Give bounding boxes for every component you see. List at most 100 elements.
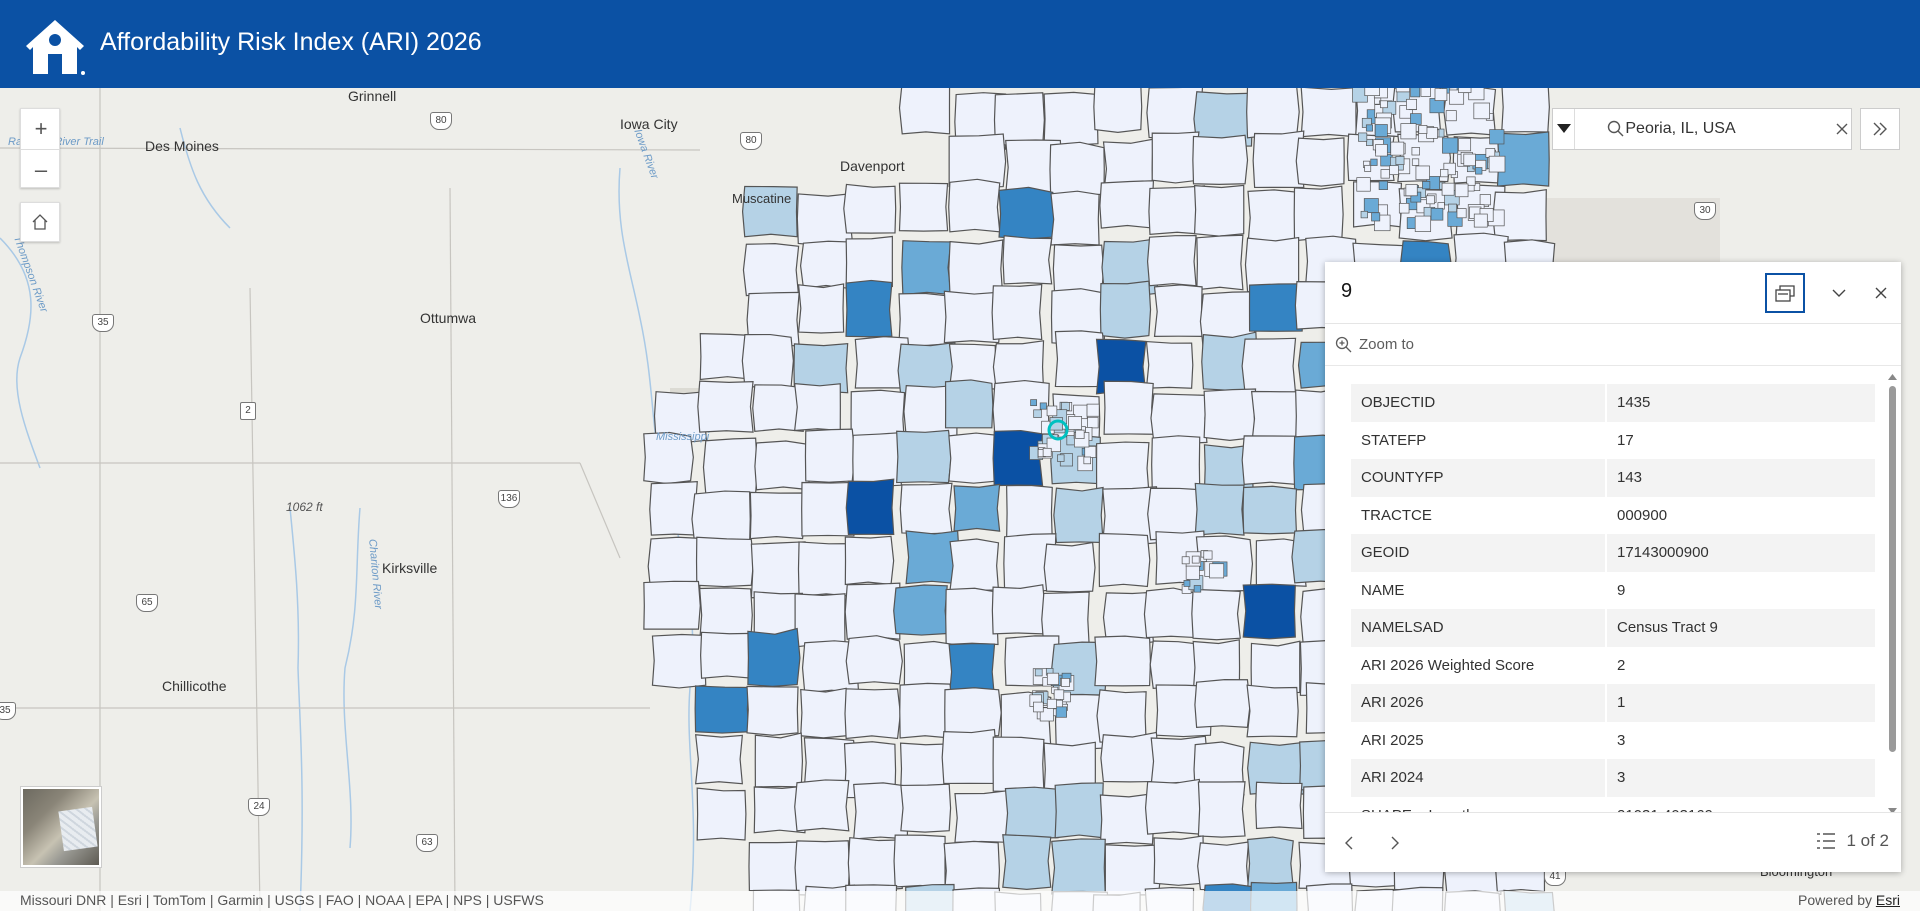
census-tract-polygon[interactable] bbox=[1458, 88, 1472, 93]
census-tract-polygon[interactable] bbox=[1473, 102, 1490, 120]
census-tract-polygon[interactable] bbox=[1196, 234, 1244, 291]
census-tract-polygon[interactable] bbox=[1473, 213, 1488, 228]
census-tract-polygon[interactable] bbox=[1004, 786, 1059, 839]
census-tract-polygon[interactable] bbox=[1454, 183, 1469, 198]
census-tract-polygon[interactable] bbox=[1192, 134, 1249, 185]
scroll-down-arrow-icon[interactable] bbox=[1888, 808, 1897, 812]
census-tract-polygon[interactable] bbox=[1426, 195, 1435, 205]
census-tract-polygon[interactable] bbox=[844, 688, 902, 740]
census-tract-polygon[interactable] bbox=[749, 491, 806, 540]
census-tract-polygon[interactable] bbox=[1241, 435, 1299, 486]
census-tract-polygon[interactable] bbox=[1410, 113, 1422, 125]
census-tract-polygon[interactable] bbox=[694, 685, 750, 734]
census-tract-polygon[interactable] bbox=[1442, 137, 1459, 154]
census-tract-polygon[interactable] bbox=[844, 582, 901, 640]
census-tract-polygon[interactable] bbox=[1501, 88, 1550, 133]
census-tract-polygon[interactable] bbox=[1083, 456, 1092, 465]
census-tract-polygon[interactable] bbox=[1405, 184, 1418, 197]
zoom-out-button[interactable]: – bbox=[21, 149, 61, 189]
census-tract-polygon[interactable] bbox=[694, 734, 744, 785]
census-tract-polygon[interactable] bbox=[1242, 485, 1298, 535]
scroll-up-arrow-icon[interactable] bbox=[1888, 374, 1897, 380]
feature-pager[interactable]: 1 of 2 bbox=[1816, 831, 1889, 851]
census-tract-polygon[interactable] bbox=[754, 732, 804, 788]
census-tract-polygon[interactable] bbox=[1051, 838, 1106, 898]
census-tract-polygon[interactable] bbox=[1191, 555, 1200, 564]
census-tract-polygon[interactable] bbox=[853, 782, 909, 840]
census-tract-polygon[interactable] bbox=[1046, 698, 1057, 709]
census-tract-polygon[interactable] bbox=[1395, 156, 1405, 165]
census-tract-polygon[interactable] bbox=[1084, 446, 1097, 458]
census-tract-polygon[interactable] bbox=[1295, 137, 1345, 187]
census-tract-polygon[interactable] bbox=[1193, 91, 1253, 147]
census-tract-polygon[interactable] bbox=[991, 283, 1043, 341]
census-tract-polygon[interactable] bbox=[1203, 388, 1257, 441]
esri-link[interactable]: Esri bbox=[1875, 892, 1900, 908]
census-tract-polygon[interactable] bbox=[1363, 198, 1379, 214]
census-tract-polygon[interactable] bbox=[700, 631, 753, 679]
census-tract-polygon[interactable] bbox=[1046, 672, 1060, 685]
census-tract-polygon[interactable] bbox=[896, 429, 952, 484]
census-tract-polygon[interactable] bbox=[1143, 587, 1198, 639]
census-tract-polygon[interactable] bbox=[1440, 168, 1449, 178]
census-tract-polygon[interactable] bbox=[1300, 88, 1357, 138]
census-tract-polygon[interactable] bbox=[1150, 393, 1208, 445]
census-tract-polygon[interactable] bbox=[1488, 155, 1506, 173]
census-tract-polygon[interactable] bbox=[1246, 88, 1300, 139]
census-tract-polygon[interactable] bbox=[797, 283, 845, 334]
census-tract-polygon[interactable] bbox=[1042, 447, 1052, 457]
census-tract-polygon[interactable] bbox=[746, 685, 799, 736]
census-tract-polygon[interactable] bbox=[1242, 583, 1296, 640]
census-tract-polygon[interactable] bbox=[804, 428, 856, 483]
census-tract-polygon[interactable] bbox=[1046, 405, 1058, 417]
census-tract-polygon[interactable] bbox=[953, 483, 1001, 532]
census-tract-polygon[interactable] bbox=[1364, 164, 1372, 172]
census-tract-polygon[interactable] bbox=[1415, 165, 1430, 180]
census-tract-polygon[interactable] bbox=[943, 290, 1002, 344]
census-tract-polygon[interactable] bbox=[949, 538, 1000, 592]
census-tract-polygon[interactable] bbox=[649, 481, 698, 536]
census-tract-polygon[interactable] bbox=[1395, 88, 1410, 93]
census-tract-polygon[interactable] bbox=[1033, 701, 1044, 713]
census-tract-polygon[interactable] bbox=[741, 333, 794, 388]
census-tract-polygon[interactable] bbox=[1030, 399, 1038, 407]
census-tract-polygon[interactable] bbox=[1145, 340, 1194, 389]
census-tract-polygon[interactable] bbox=[1075, 429, 1085, 439]
census-tract-polygon[interactable] bbox=[1151, 131, 1200, 184]
census-tract-polygon[interactable] bbox=[1068, 416, 1082, 430]
census-tract-polygon[interactable] bbox=[1375, 144, 1388, 157]
census-tract-polygon[interactable] bbox=[998, 186, 1057, 240]
census-tract-polygon[interactable] bbox=[1043, 541, 1096, 593]
census-tract-polygon[interactable] bbox=[697, 380, 754, 433]
census-tract-polygon[interactable] bbox=[801, 481, 857, 537]
census-tract-polygon[interactable] bbox=[1466, 176, 1476, 186]
census-tract-polygon[interactable] bbox=[948, 178, 1001, 233]
census-tract-polygon[interactable] bbox=[1374, 124, 1388, 138]
census-tract-polygon[interactable] bbox=[1061, 402, 1070, 411]
census-tract-polygon[interactable] bbox=[948, 432, 1001, 484]
census-tract-polygon[interactable] bbox=[1378, 180, 1388, 190]
census-tract-polygon[interactable] bbox=[793, 383, 841, 432]
census-tract-polygon[interactable] bbox=[1246, 684, 1299, 738]
census-tract-polygon[interactable] bbox=[747, 627, 801, 687]
home-button[interactable] bbox=[20, 202, 60, 242]
census-tract-polygon[interactable] bbox=[1093, 88, 1143, 133]
census-tract-polygon[interactable] bbox=[1380, 169, 1390, 179]
census-tract-polygon[interactable] bbox=[1241, 337, 1297, 394]
census-tract-polygon[interactable] bbox=[1055, 706, 1067, 718]
census-tract-polygon[interactable] bbox=[1002, 834, 1052, 890]
census-tract-polygon[interactable] bbox=[1006, 484, 1053, 541]
census-tract-polygon[interactable] bbox=[1209, 563, 1225, 579]
census-tract-polygon[interactable] bbox=[741, 185, 798, 238]
census-tract-polygon[interactable] bbox=[845, 235, 893, 288]
census-tract-polygon[interactable] bbox=[643, 580, 701, 630]
census-tract-polygon[interactable] bbox=[954, 789, 1010, 843]
census-tract-polygon[interactable] bbox=[1050, 190, 1100, 246]
census-tract-polygon[interactable] bbox=[752, 384, 804, 433]
census-tract-polygon[interactable] bbox=[799, 240, 853, 290]
census-tract-polygon[interactable] bbox=[1151, 435, 1201, 492]
census-tract-polygon[interactable] bbox=[1057, 454, 1065, 462]
census-tract-polygon[interactable] bbox=[944, 687, 1002, 737]
census-tract-polygon[interactable] bbox=[900, 783, 952, 833]
census-tract-polygon[interactable] bbox=[1389, 165, 1399, 176]
